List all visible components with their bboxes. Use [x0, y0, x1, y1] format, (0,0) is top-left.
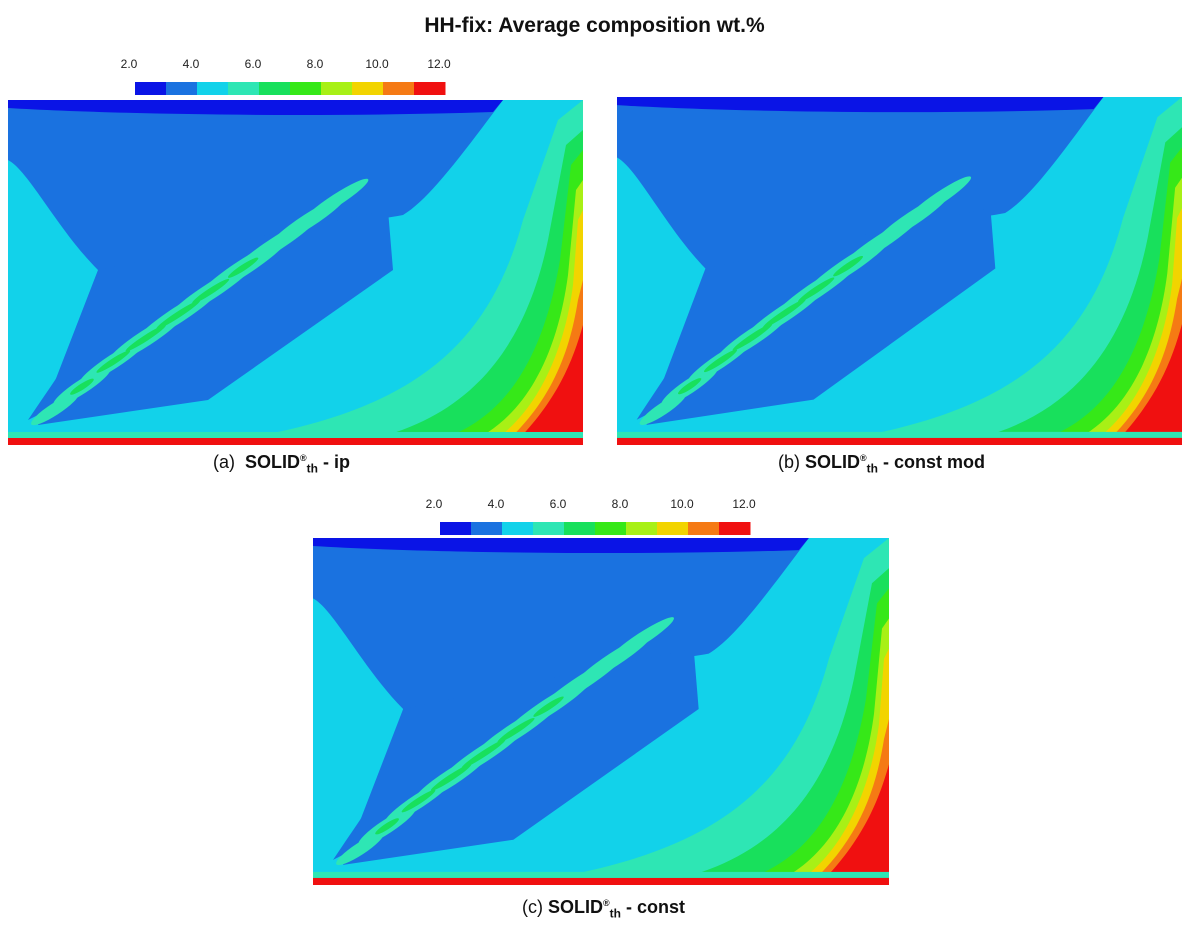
caption: (c) SOLID®th - const	[522, 897, 685, 921]
contour-plot	[8, 100, 583, 445]
colorbar-segment	[321, 82, 353, 95]
contour-plot	[313, 538, 889, 885]
caption-rest: - const	[626, 897, 686, 917]
colorbar: 2.0 4.0 6.0 8.0 10.0 12.0	[426, 497, 756, 535]
colorbar-segment	[564, 522, 596, 535]
colorbar-segment	[688, 522, 720, 535]
caption-name: SOLID	[245, 452, 301, 472]
colorbar-tick-label: 10.0	[365, 57, 389, 71]
colorbar-tick-label: 8.0	[307, 57, 324, 71]
caption-label: (b)	[778, 452, 800, 472]
colorbar-tick-label: 6.0	[550, 497, 567, 511]
colorbar-segment	[657, 522, 689, 535]
colorbar-segment	[228, 82, 260, 95]
colorbar-segment	[502, 522, 534, 535]
caption-sup: ®	[300, 453, 307, 463]
caption-rest: - const mod	[883, 452, 986, 472]
caption-sup: ®	[860, 453, 867, 463]
colorbar-segment	[290, 82, 322, 95]
colorbar-segment	[471, 522, 503, 535]
figure-title: HH-fix: Average composition wt.%	[424, 14, 765, 37]
colorbar-tick-label: 6.0	[245, 57, 262, 71]
colorbar-tick-label: 4.0	[488, 497, 505, 511]
contour-plot	[617, 97, 1182, 445]
colorbar-tick-label: 2.0	[426, 497, 443, 511]
caption-sub: th	[866, 461, 878, 476]
caption: (a) SOLID®th - ip	[213, 452, 350, 476]
colorbar-tick-label: 12.0	[732, 497, 756, 511]
colorbar-segment	[197, 82, 229, 95]
caption-name: SOLID	[548, 897, 604, 917]
colorbar-segment	[440, 522, 472, 535]
colorbar-segment	[533, 522, 565, 535]
caption-rest: - ip	[323, 452, 351, 472]
colorbar-segment	[626, 522, 658, 535]
colorbar-segment	[259, 82, 291, 95]
colorbar-tick-label: 2.0	[121, 57, 138, 71]
colorbar-tick-label: 4.0	[183, 57, 200, 71]
caption-sub: th	[609, 906, 621, 921]
colorbar: 2.0 4.0 6.0 8.0 10.0 12.0	[121, 57, 451, 95]
colorbar-segment	[166, 82, 198, 95]
colorbar-segment	[383, 82, 415, 95]
caption-name: SOLID	[805, 452, 861, 472]
colorbar-segment	[595, 522, 627, 535]
caption: (b) SOLID®th - const mod	[778, 452, 985, 476]
caption-label: (a)	[213, 452, 235, 472]
colorbar-segment	[352, 82, 384, 95]
colorbar-tick-label: 10.0	[670, 497, 694, 511]
colorbar-segment	[414, 82, 446, 95]
caption-sup: ®	[603, 898, 610, 908]
caption-sub: th	[306, 461, 318, 476]
caption-label: (c)	[522, 897, 543, 917]
colorbar-segment	[135, 82, 167, 95]
colorbar-tick-label: 8.0	[612, 497, 629, 511]
colorbar-segment	[719, 522, 751, 535]
colorbar-tick-label: 12.0	[427, 57, 451, 71]
